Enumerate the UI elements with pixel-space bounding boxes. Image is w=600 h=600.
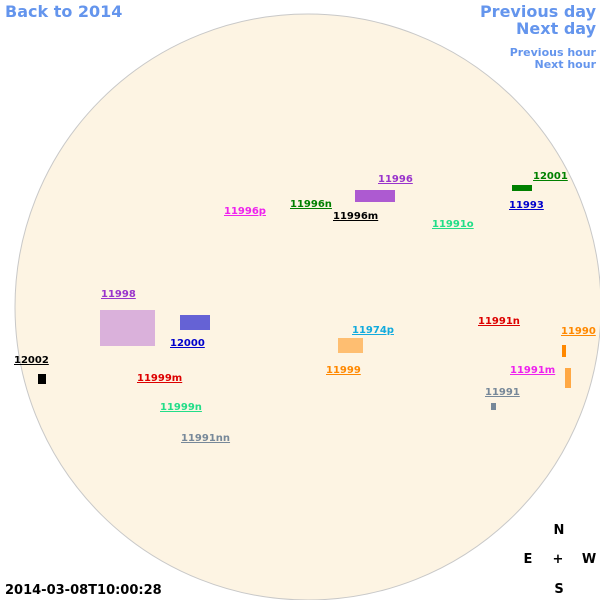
compass-center: + [553,552,564,567]
previous-hour-link[interactable]: Previous hour [510,46,597,59]
spot-group [180,315,210,330]
region-label[interactable]: 11991n [478,316,520,327]
region-label[interactable]: 11993 [509,200,544,211]
next-day-link[interactable]: Next day [516,19,597,38]
region-label[interactable]: 11991o [432,219,474,230]
compass-south: S [554,582,563,597]
region-label[interactable]: 11998 [101,289,136,300]
region-label[interactable]: 12000 [170,338,205,349]
previous-day-link[interactable]: Previous day [480,2,597,21]
region-label[interactable]: 11996 [378,174,413,185]
region-label[interactable]: 12002 [14,355,49,366]
spot-group [512,185,532,191]
spot-group [38,374,46,384]
region-label[interactable]: 11999n [160,402,202,413]
spot-group [565,368,571,388]
region-label[interactable]: 11996n [290,199,332,210]
region-label[interactable]: 11999m [137,373,182,384]
compass-west: W [582,552,596,567]
region-label[interactable]: 11974p [352,325,394,336]
region-label[interactable]: 11999 [326,365,361,376]
region-label[interactable]: 11996m [333,211,378,222]
spots [100,190,395,346]
region-label[interactable]: 11996p [224,206,266,217]
next-hour-link[interactable]: Next hour [535,58,597,71]
back-link[interactable]: Back to 2014 [5,2,122,21]
region-label[interactable]: 11990 [561,326,596,337]
spot-group [100,310,155,346]
compass-east: E [524,552,533,567]
region-label[interactable]: 11991 [485,387,520,398]
compass-north: N [554,523,565,538]
region-label[interactable]: 12001 [533,171,568,182]
region-label[interactable]: 11991m [510,365,555,376]
region-label[interactable]: 11991nn [181,433,230,444]
spot-group [338,338,363,353]
timestamp: 2014-03-08T10:00:28 [5,583,162,598]
spot-group [491,403,496,410]
spot-group [355,190,395,202]
spot-group [562,345,566,357]
solar-disk [14,13,600,600]
